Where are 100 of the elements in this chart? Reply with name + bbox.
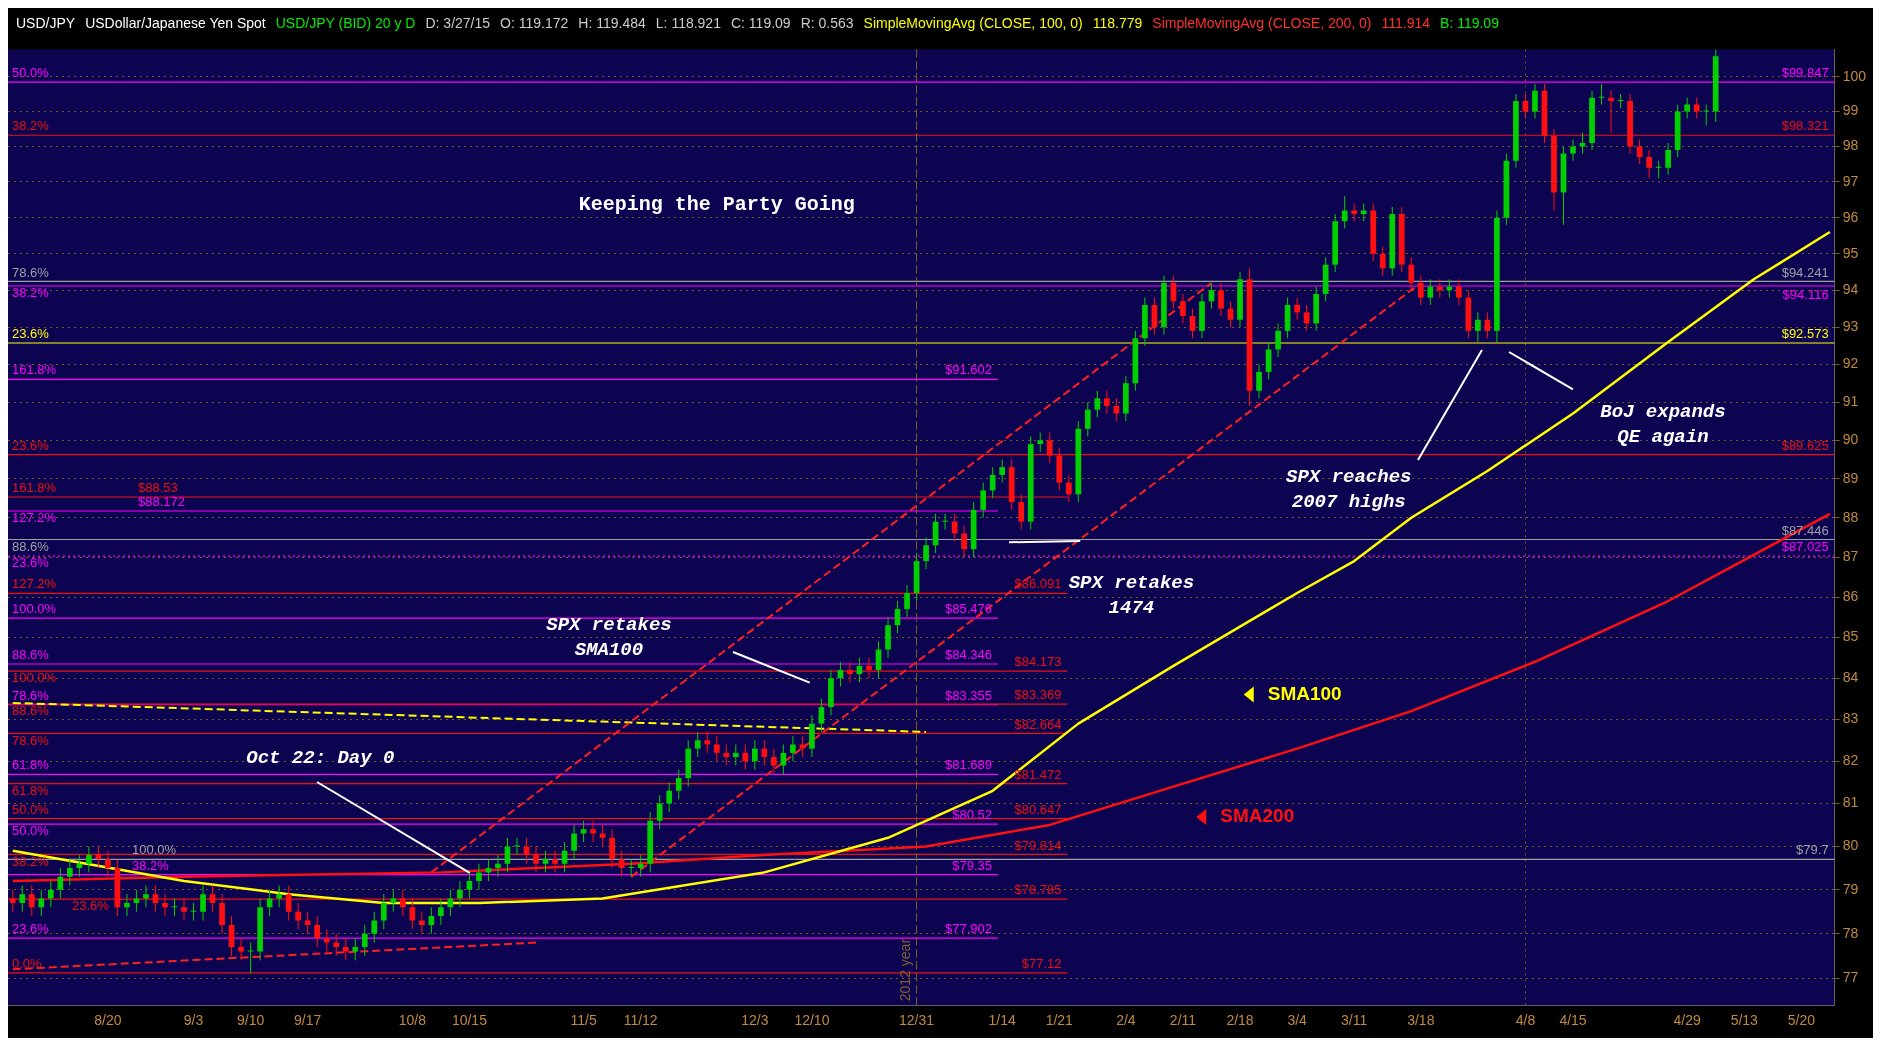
ref-line-label: $99.847 [1781, 65, 1829, 81]
annotation: 100.0% [132, 842, 177, 858]
y-tick-label: 77 [1842, 969, 1859, 986]
annotation: 78.6% [12, 687, 50, 703]
ref-line-label: $81.472 [1014, 766, 1062, 782]
x-tick-label: 11/12 [623, 1012, 658, 1029]
ref-line-label: $77.12 [1021, 955, 1062, 971]
ref-line-label: $82.664 [1014, 716, 1062, 732]
x-tick-label: 1/14 [988, 1012, 1017, 1029]
annotation: 100.0% [12, 670, 57, 686]
y-tick-label: 80 [1842, 837, 1859, 854]
annotation: 78.6% [12, 264, 50, 280]
ref-line-label: $86.091 [1014, 576, 1062, 592]
x-tick-label: 11/5 [570, 1012, 597, 1029]
y-tick-label: 92 [1842, 355, 1859, 372]
y-tick-label: 89 [1842, 469, 1859, 486]
annotation: 38.2% [132, 857, 170, 873]
y-tick-label: 79 [1842, 880, 1859, 897]
ref-line-label: $88.172 [138, 494, 185, 510]
annotation: 88.6% [12, 703, 50, 719]
ref-line-label: $88.53 [138, 480, 178, 496]
y-tick-label: 88 [1842, 508, 1859, 525]
annotation: 61.8% [12, 782, 50, 798]
x-tick-label: 10/15 [451, 1012, 488, 1029]
y-tick-label: 95 [1842, 244, 1859, 261]
x-tick-label: 2/18 [1226, 1012, 1254, 1029]
annotation: 88.6% [12, 647, 50, 663]
annotation: 23.6% [72, 898, 110, 914]
x-tick-label: 3/4 [1287, 1012, 1308, 1029]
x-tick-label: 12/3 [741, 1012, 769, 1029]
y-tick-label: 87 [1842, 548, 1859, 564]
text: B: 119.09 [1440, 15, 1499, 31]
x-tick-label: 10/8 [398, 1012, 427, 1029]
annotation: 23.6% [12, 437, 50, 453]
ref-line-label: $77.902 [945, 921, 993, 937]
annotation: 161.8% [12, 362, 57, 378]
text: USD/JPY (BID) 20 y D [275, 15, 416, 31]
ref-line-label: $83.369 [1014, 687, 1062, 703]
y-tick-label: 94 [1842, 281, 1859, 298]
ref-line-label: 2012 year [897, 938, 914, 1002]
x-tick-label: 2/11 [1169, 1012, 1197, 1029]
text: H: 119.484 [578, 15, 646, 31]
annotation: 23.6% [12, 555, 50, 571]
annotation: SPX retakes 1474 [1068, 572, 1195, 620]
ref-line-label: $87.025 [1781, 539, 1829, 555]
ref-line-label: $89.625 [1781, 437, 1829, 453]
text: L: 118.921 [655, 15, 721, 31]
x-tick-label: 4/8 [1515, 1012, 1536, 1029]
text: D: 3/27/15 [425, 15, 491, 31]
annotation: 38.2% [12, 118, 50, 134]
x-tick-label: 12/10 [794, 1012, 830, 1029]
annotation: 50.0% [12, 65, 50, 81]
annotation: SPX reaches 2007 highs [1286, 466, 1412, 514]
y-tick-label: 98 [1842, 137, 1859, 154]
legend-label: SMA100 [1267, 682, 1342, 704]
text: O: 119.172 [500, 15, 569, 31]
legend-label: SMA200 [1220, 805, 1295, 827]
annotation: Oct 22: Day 0 [246, 747, 395, 770]
text: R: 0.563 [800, 15, 854, 31]
ref-line-label: $79.7 [1796, 842, 1829, 858]
y-tick-label: 99 [1842, 102, 1859, 119]
x-tick-label: 4/29 [1673, 1012, 1702, 1029]
x-tick-label: 8/20 [94, 1012, 122, 1029]
x-tick-label: 9/17 [294, 1012, 322, 1029]
text: USDollar/Japanese Yen Spot [85, 15, 266, 31]
ref-line-label: $85.476 [945, 601, 993, 617]
ref-line-label: $84.173 [1014, 654, 1062, 670]
annotation: 0.0% [12, 955, 43, 971]
text: 111.914 [1381, 15, 1431, 31]
y-tick-label: 93 [1842, 318, 1859, 335]
ref-line-label: $92.573 [1781, 326, 1829, 342]
annotation: 50.0% [12, 801, 50, 817]
y-tick-label: 100 [1842, 67, 1867, 84]
y-tick-label: 78 [1842, 924, 1859, 941]
x-tick-label: 1/21 [1045, 1012, 1074, 1029]
y-tick-label: 82 [1842, 752, 1859, 769]
annotation: 100.0% [12, 601, 57, 617]
ref-line-label: $83.355 [945, 687, 993, 703]
ref-line-label: $78.785 [1014, 882, 1062, 898]
annotation: 88.6% [12, 538, 50, 554]
y-tick-label: 91 [1842, 392, 1859, 409]
text: C: 119.09 [730, 15, 791, 31]
text: USD/JPY [16, 15, 76, 31]
x-tick-label: 9/3 [183, 1012, 204, 1029]
ref-line-label: $91.602 [945, 362, 993, 378]
y-tick-label: 97 [1842, 172, 1859, 189]
text: SimpleMovingAvg (CLOSE, 200, 0) [1152, 15, 1372, 31]
x-tick-label: 3/18 [1407, 1012, 1435, 1029]
annotation: 61.8% [12, 757, 50, 773]
x-tick-label: 5/20 [1787, 1012, 1816, 1029]
annotation: 23.6% [12, 326, 50, 342]
annotation: 127.2% [12, 576, 57, 592]
annotation: 127.2% [12, 510, 57, 526]
ref-line-label: $79.35 [952, 857, 993, 873]
annotation: 161.8% [12, 480, 57, 496]
annotation: SPX retakes SMA100 [546, 614, 672, 662]
x-tick-label: 5/13 [1730, 1012, 1759, 1029]
x-tick-label: 12/31 [899, 1012, 935, 1029]
text: Keeping the Party Going [578, 193, 855, 217]
y-tick-label: 86 [1842, 587, 1859, 604]
